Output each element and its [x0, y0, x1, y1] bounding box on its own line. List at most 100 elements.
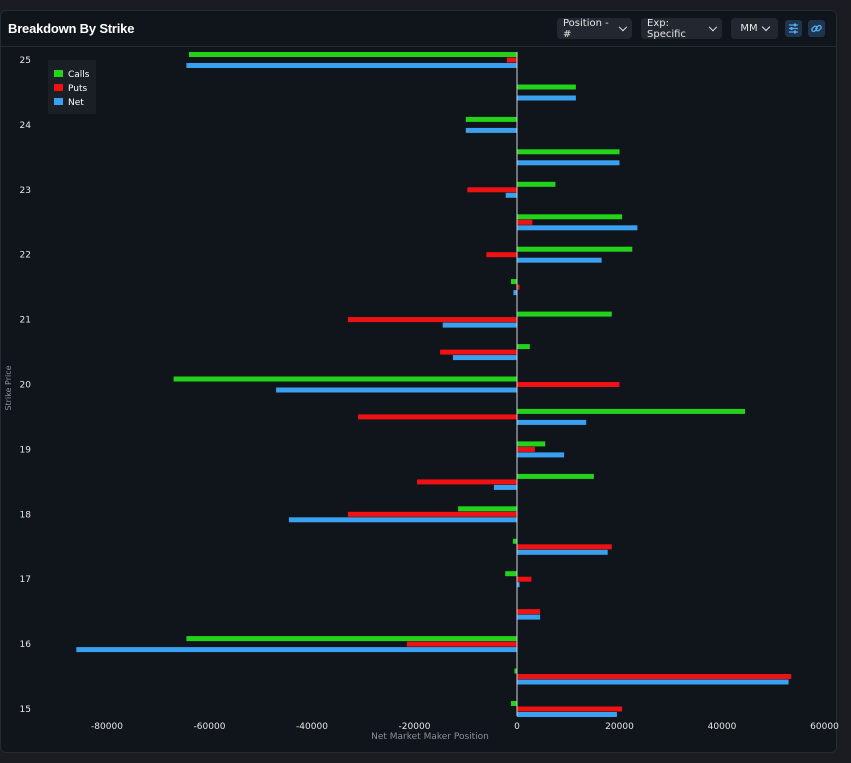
expiration-dropdown[interactable]: Exp: Specific — [641, 17, 722, 40]
y-tick-label: 22 — [20, 251, 31, 261]
y-tick-label: 17 — [20, 575, 31, 585]
bar-calls-25 — [189, 52, 517, 57]
bar-calls-23 — [517, 181, 556, 187]
bar-calls-16 — [186, 636, 517, 642]
x-axis-label: Net Market Maker Position — [371, 732, 489, 742]
link-button[interactable] — [808, 20, 825, 37]
bar-puts-17 — [517, 576, 532, 582]
bar-net-22_5 — [517, 225, 638, 231]
legend: Calls Puts Net — [48, 60, 96, 114]
bar-puts-25 — [506, 57, 518, 63]
bar-puts-16 — [406, 641, 517, 647]
bar-net-20_5 — [452, 355, 517, 361]
bar-calls-19 — [517, 441, 546, 447]
link-icon — [811, 24, 822, 33]
mm-dropdown[interactable]: MM — [731, 18, 778, 39]
y-tick-label: 21 — [20, 316, 31, 326]
bar-net-20 — [276, 387, 517, 393]
bar-net-17_5 — [517, 549, 608, 555]
bar-calls-20 — [173, 376, 517, 382]
mm-dropdown-label: MM — [740, 23, 758, 34]
legend-label-calls: Calls — [68, 70, 90, 80]
bar-calls-24 — [465, 116, 518, 122]
legend-swatch-puts — [54, 84, 63, 91]
y-axis-ticks: 25 24 23 22 21 20 19 18 17 16 15 — [20, 56, 32, 715]
x-tick-label: 60000 — [810, 722, 839, 732]
x-tick-label: 20000 — [605, 722, 634, 732]
legend-swatch-net — [54, 98, 63, 105]
bar-net-24_5 — [517, 95, 576, 101]
bar-calls-22_5 — [517, 214, 623, 220]
bar-calls-18_5 — [517, 473, 594, 479]
bar-puts-20 — [517, 382, 620, 387]
bar-puts-15 — [517, 706, 623, 712]
bar-calls-22 — [517, 246, 633, 252]
bar-puts-17_5 — [517, 544, 612, 550]
y-tick-label: 23 — [20, 186, 31, 196]
y-tick-label: 20 — [20, 381, 32, 391]
bar-net-21_5 — [513, 290, 517, 296]
settings-sliders-icon — [789, 23, 798, 34]
expiration-dropdown-label: Exp: Specific — [647, 17, 686, 40]
x-axis-ticks: -80000 -60000 -40000 -20000 0 20000 40000 60000 — [91, 722, 839, 732]
bar-net-19 — [517, 452, 565, 458]
y-tick-label: 25 — [20, 56, 31, 66]
legend-label-net: Net — [68, 98, 84, 108]
x-tick-label: -20000 — [399, 722, 431, 732]
x-tick-label: 40000 — [708, 722, 737, 732]
bar-calls-17 — [505, 571, 517, 577]
bar-calls-23_5 — [517, 149, 620, 155]
bar-calls-21_5 — [510, 279, 517, 285]
bar-puts-16_5 — [517, 609, 541, 615]
x-tick-label: -80000 — [91, 722, 123, 732]
bar-net-22 — [517, 257, 602, 263]
bar-net-23 — [505, 192, 517, 198]
bar-puts-21 — [347, 317, 517, 323]
y-tick-label: 19 — [20, 445, 32, 455]
panel-title: Breakdown By Strike — [8, 21, 135, 36]
bar-net-18 — [288, 517, 517, 523]
bar-calls-18 — [458, 506, 517, 512]
bar-net-15_5 — [517, 679, 789, 685]
bar-calls-15 — [510, 701, 517, 706]
bar-net-19_5 — [517, 419, 587, 425]
bar-calls-15_5 — [514, 668, 517, 674]
position-dropdown-label: Position - # — [563, 17, 609, 40]
bar-puts-21_5 — [517, 284, 520, 290]
legend-label-puts: Puts — [68, 84, 88, 94]
bar-puts-18 — [347, 511, 517, 517]
position-dropdown[interactable]: Position - # — [557, 17, 632, 40]
bar-net-16_5 — [517, 614, 541, 620]
bar-net-21 — [442, 322, 517, 328]
x-tick-label: -40000 — [296, 722, 328, 732]
bar-puts-20_5 — [440, 349, 517, 355]
panel-header: Breakdown By Strike Position - # Exp: Sp… — [1, 11, 836, 47]
bar-calls-24_5 — [517, 84, 576, 90]
bar-puts-18_5 — [417, 479, 517, 485]
bar-puts-22 — [486, 252, 518, 258]
bar-calls-17_5 — [512, 538, 517, 544]
bar-net-25 — [186, 63, 517, 68]
bar-net-16 — [76, 647, 518, 653]
y-tick-label: 24 — [20, 121, 32, 131]
settings-button[interactable] — [785, 20, 802, 37]
y-tick-label: 16 — [20, 640, 32, 650]
bar-net-18_5 — [493, 484, 517, 490]
y-tick-label: 18 — [20, 510, 32, 520]
bar-net-24 — [465, 127, 518, 133]
y-tick-label: 15 — [20, 705, 31, 715]
bar-net-23_5 — [517, 160, 620, 166]
bar-puts-15_5 — [517, 674, 792, 679]
y-axis-label: Strike Price — [4, 365, 13, 410]
bar-net-17 — [517, 582, 520, 588]
bar-calls-21 — [517, 311, 612, 317]
bar-calls-19_5 — [517, 408, 746, 414]
bar-calls-20_5 — [517, 344, 530, 350]
bar-net-15 — [517, 712, 617, 717]
bar-puts-19_5 — [358, 414, 517, 420]
bar-puts-22_5 — [517, 219, 533, 225]
x-tick-label: -60000 — [194, 722, 226, 732]
bars-layer — [76, 52, 792, 717]
legend-swatch-calls — [54, 70, 63, 77]
bar-puts-23 — [467, 187, 517, 193]
